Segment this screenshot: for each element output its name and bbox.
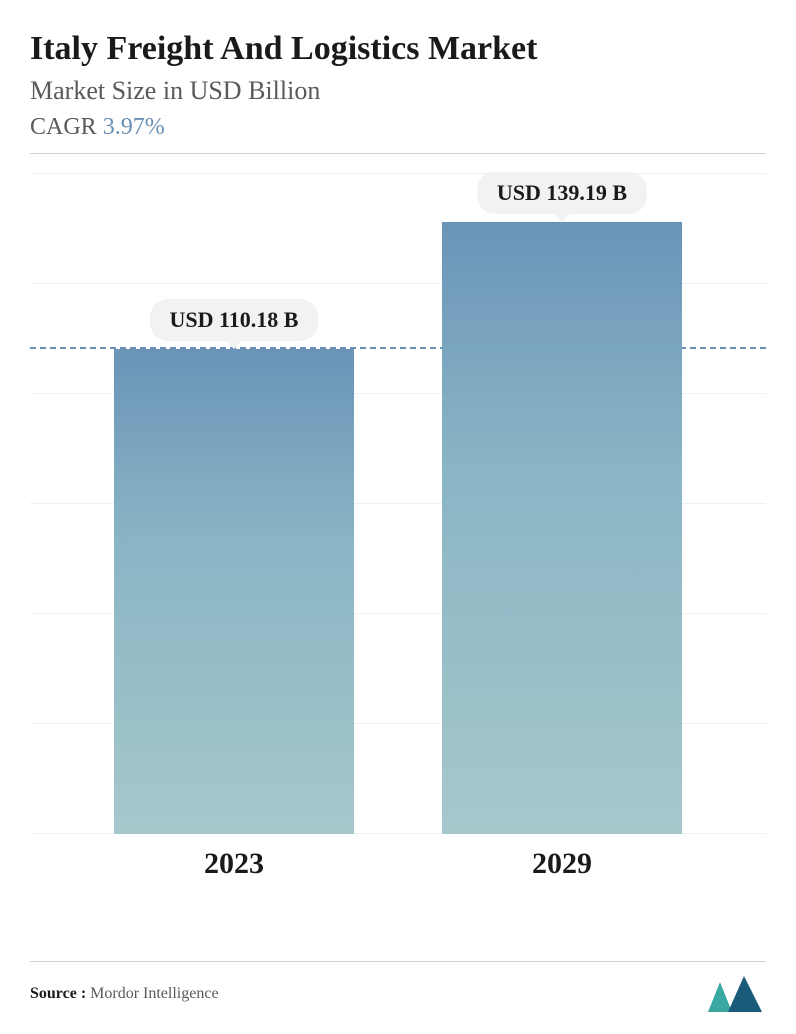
bar-value-label: USD 110.18 B [150, 299, 319, 341]
cagr-row: CAGR 3.97% [30, 114, 766, 141]
bar [114, 349, 354, 834]
x-axis-labels: 2023 2029 [30, 834, 766, 894]
chart-area: USD 110.18 B USD 139.19 B 2023 2029 [30, 174, 766, 894]
header-divider [30, 153, 766, 154]
x-axis-label: 2029 [442, 847, 682, 881]
bar-group: USD 110.18 B [114, 299, 354, 834]
cagr-value: 3.97% [103, 114, 165, 140]
source-text: Source : Mordor Intelligence [30, 985, 219, 1003]
footer: Source : Mordor Intelligence [30, 961, 766, 1014]
source-value: Mordor Intelligence [90, 985, 218, 1002]
cagr-label: CAGR [30, 114, 97, 140]
bar [442, 222, 682, 834]
bar-group: USD 139.19 B [442, 172, 682, 834]
mordor-logo-icon [706, 974, 766, 1014]
chart-title: Italy Freight And Logistics Market [30, 30, 766, 68]
bar-value-label: USD 139.19 B [477, 172, 647, 214]
x-axis-label: 2023 [114, 847, 354, 881]
source-label: Source : [30, 985, 86, 1002]
bars-container: USD 110.18 B USD 139.19 B [30, 174, 766, 834]
chart-subtitle: Market Size in USD Billion [30, 76, 766, 106]
